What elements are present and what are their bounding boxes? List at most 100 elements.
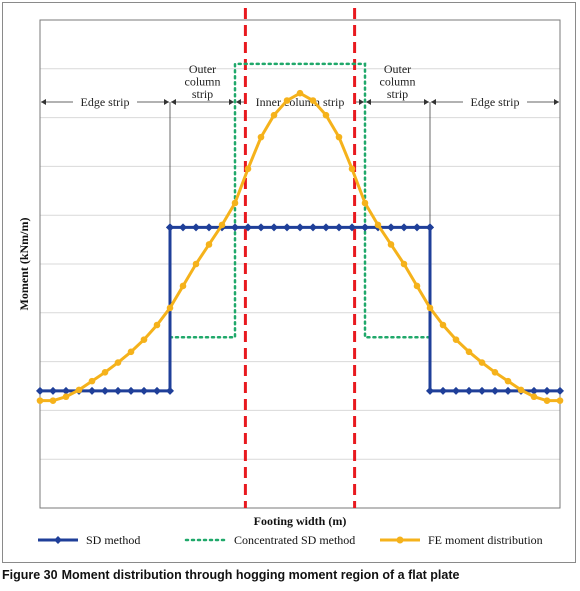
sd-point (426, 223, 434, 232)
sd-point (556, 386, 564, 395)
series-sd-method (36, 223, 564, 395)
sd-method-line (40, 225, 560, 393)
strip-0: Edge strip (41, 95, 169, 109)
sd-point (400, 223, 408, 232)
fe-point (530, 393, 538, 401)
fe-point (257, 133, 265, 141)
sd-point (504, 386, 512, 395)
strip-arrowhead-left (236, 99, 241, 105)
sd-point (166, 386, 174, 395)
fe-point (192, 260, 200, 268)
sd-point (309, 223, 317, 232)
sd-point (426, 386, 434, 395)
legend: SD method Concentrated SD method FE moment… (38, 533, 543, 547)
fe-point (309, 97, 317, 104)
fe-point (218, 221, 226, 229)
sd-point (270, 223, 278, 232)
fe-point (114, 359, 122, 366)
fe-point (387, 241, 395, 248)
fe-point (101, 369, 109, 376)
fe-point (556, 397, 564, 404)
strip-label: Edge strip (81, 95, 130, 109)
series-group (36, 62, 564, 404)
gridlines (40, 68, 560, 460)
strip-arrowhead-right (164, 99, 169, 105)
legend-item: FE moment distribution (380, 533, 543, 547)
strip-label: strip (387, 87, 408, 101)
fe-point (244, 165, 252, 173)
fe-point (400, 260, 408, 268)
sd-point (36, 386, 44, 395)
strip-arrowhead-left (431, 99, 436, 105)
strip-label: Outer (189, 62, 216, 76)
fe-point (270, 111, 278, 119)
legend-label: SD method (86, 533, 140, 547)
fe-point (153, 321, 161, 329)
sd-point (452, 386, 460, 395)
sd-point (283, 223, 291, 232)
legend-item: SD method (38, 533, 140, 547)
fe-point (478, 359, 486, 366)
sd-point (101, 386, 109, 395)
sd-point (491, 386, 499, 395)
fe-point (36, 397, 44, 404)
legend-marker (396, 536, 404, 544)
sd-point (179, 223, 187, 232)
strip-arrowhead-left (171, 99, 176, 105)
fe-point (452, 336, 460, 343)
sd-point (361, 223, 369, 232)
sd-point (413, 223, 421, 232)
sd-point (244, 223, 252, 232)
strip-label: strip (192, 87, 213, 101)
fe-point (348, 165, 356, 173)
concentrated-sd-line (168, 62, 432, 339)
figure-caption: Figure 30 Moment distribution through hog… (2, 568, 578, 582)
sd-point (465, 386, 473, 395)
sd-point (257, 223, 265, 232)
sd-point (322, 223, 330, 232)
fe-point (296, 89, 304, 97)
sd-point (296, 223, 304, 232)
fe-point (543, 397, 551, 404)
strip-arrowhead-right (554, 99, 559, 105)
sd-point (543, 386, 551, 395)
fe-point (426, 304, 434, 312)
strip-2: Inner column strip (236, 95, 364, 109)
strip-arrowhead-right (424, 99, 429, 105)
fe-point (283, 97, 291, 104)
sd-point (62, 386, 70, 395)
strip-arrowhead-left (41, 99, 46, 105)
strip-arrowhead-right (359, 99, 364, 105)
strip-label: Outer (384, 62, 411, 76)
sd-point (387, 223, 395, 232)
fe-point (231, 199, 239, 207)
fe-point (374, 221, 382, 229)
fe-point (49, 397, 57, 404)
fe-point (88, 377, 96, 385)
fe-point (517, 386, 525, 394)
legend-label: Concentrated SD method (234, 533, 355, 547)
sd-point (439, 386, 447, 395)
strip-label-bg (245, 95, 355, 108)
legend-label: FE moment distribution (428, 533, 543, 547)
fe-point (62, 393, 70, 401)
sd-point (192, 223, 200, 232)
sd-point (166, 223, 174, 232)
fe-point (491, 369, 499, 376)
sd-point (205, 223, 213, 232)
strip-label-bg (463, 95, 527, 108)
sd-point (88, 386, 96, 395)
figure-number: Figure 30 (2, 568, 58, 582)
sd-point (140, 386, 148, 395)
legend-marker (54, 536, 62, 544)
fe-point (140, 336, 148, 343)
sd-point (530, 386, 538, 395)
fe-point (439, 321, 447, 329)
fe-point (361, 199, 369, 207)
fe-point (127, 348, 135, 356)
strip-label: Edge strip (471, 95, 520, 109)
figure-caption-text: Moment distribution through hogging mome… (61, 568, 460, 582)
